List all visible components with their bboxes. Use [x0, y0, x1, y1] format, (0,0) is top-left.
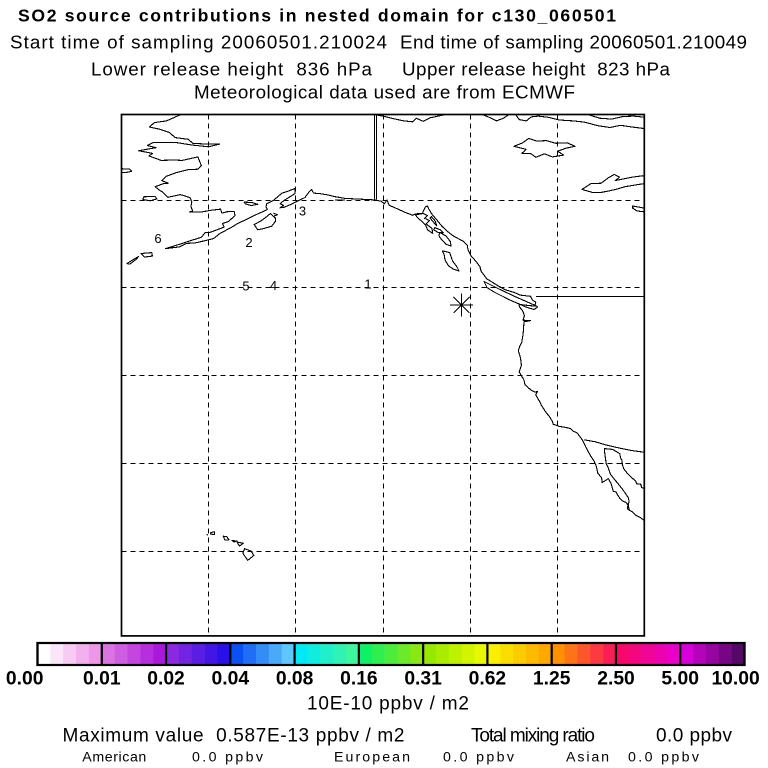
svg-text:2.50: 2.50 [597, 668, 635, 689]
svg-text:6: 6 [154, 231, 161, 246]
svg-text:End time of sampling 20060501.: End time of sampling 20060501.210049 [400, 31, 747, 52]
svg-text:American: American [82, 750, 146, 766]
svg-text:3: 3 [299, 204, 306, 219]
svg-text:0.0 ppbv: 0.0 ppbv [192, 750, 264, 766]
svg-text:10E-10 ppbv / m2: 10E-10 ppbv / m2 [307, 693, 469, 714]
svg-text:5: 5 [242, 278, 249, 293]
svg-text:0.01: 0.01 [83, 668, 121, 689]
svg-text:Lower release height 836 hPa: Lower release height 836 hPa [91, 58, 373, 79]
svg-text:0.0 ppbv: 0.0 ppbv [656, 725, 733, 746]
svg-text:5.00: 5.00 [661, 668, 699, 689]
svg-text:0.02: 0.02 [147, 668, 185, 689]
svg-text:0.08: 0.08 [276, 668, 314, 689]
svg-text:2: 2 [245, 235, 252, 250]
svg-text:European: European [334, 750, 410, 766]
svg-text:0.0 ppbv: 0.0 ppbv [443, 750, 515, 766]
svg-text:Maximum value 0.587E-13 ppbv: Maximum value 0.587E-13 ppbv / m2 [63, 725, 405, 746]
svg-text:0.31: 0.31 [404, 668, 442, 689]
svg-text:Upper release height 823 hPa: Upper release height 823 hPa [402, 58, 671, 79]
svg-text:4: 4 [270, 278, 277, 293]
svg-text:0.04: 0.04 [212, 668, 250, 689]
svg-text:Asian: Asian [566, 750, 609, 766]
svg-text:0.16: 0.16 [340, 668, 378, 689]
svg-text:SO2 source contributions in ne: SO2 source contributions in nested domai… [18, 6, 616, 26]
svg-text:10.00: 10.00 [711, 668, 759, 689]
svg-text:0.62: 0.62 [469, 668, 507, 689]
svg-text:1: 1 [364, 276, 371, 291]
svg-text:0.00: 0.00 [6, 668, 44, 689]
svg-text:Total mixing ratio: Total mixing ratio [471, 725, 595, 746]
svg-text:0.0 ppbv: 0.0 ppbv [628, 750, 700, 766]
svg-text:1.25: 1.25 [533, 668, 571, 689]
svg-text:Start time of sampling 2006050: Start time of sampling 20060501.210024 [10, 31, 387, 52]
svg-text:Meteorological data used are f: Meteorological data used are from ECMWF [194, 81, 575, 102]
